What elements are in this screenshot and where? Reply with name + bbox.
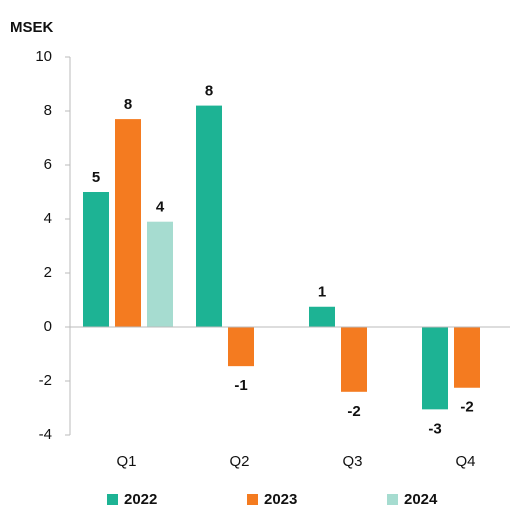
y-tick-label: 6	[44, 156, 52, 173]
legend-swatch	[247, 494, 258, 505]
legend-label: 2024	[404, 491, 438, 508]
value-label: 5	[92, 169, 100, 186]
value-label: -2	[347, 403, 360, 420]
y-tick-label: -4	[39, 426, 52, 443]
legend-label: 2023	[264, 491, 297, 508]
value-label: -1	[234, 377, 247, 394]
y-tick-label: 4	[44, 210, 52, 227]
x-tick-label: Q4	[455, 453, 475, 470]
value-label: -2	[460, 399, 473, 416]
x-tick-label: Q3	[342, 453, 362, 470]
y-tick-label: -2	[39, 372, 52, 389]
y-tick-label: 8	[44, 102, 52, 119]
legend-swatch	[387, 494, 398, 505]
bar	[454, 327, 480, 388]
y-tick-label: 2	[44, 264, 52, 281]
bar	[309, 306, 335, 327]
legend-label: 2022	[124, 491, 157, 508]
x-tick-label: Q1	[116, 453, 136, 470]
value-label: 8	[124, 96, 132, 113]
x-tick-label: Q2	[229, 453, 249, 470]
bar	[228, 327, 254, 367]
y-tick-label: 0	[44, 318, 52, 335]
bar	[83, 192, 109, 327]
legend-swatch	[107, 494, 118, 505]
y-tick-label: 10	[35, 48, 52, 65]
bar	[115, 119, 141, 327]
y-axis-label: MSEK	[10, 19, 54, 36]
value-label: 4	[156, 199, 165, 216]
value-label: 1	[318, 284, 326, 301]
value-label: -3	[428, 420, 441, 437]
bar	[196, 105, 222, 327]
bar	[341, 327, 367, 392]
bar	[422, 327, 448, 410]
bar	[147, 221, 173, 327]
value-label: 8	[205, 83, 213, 100]
